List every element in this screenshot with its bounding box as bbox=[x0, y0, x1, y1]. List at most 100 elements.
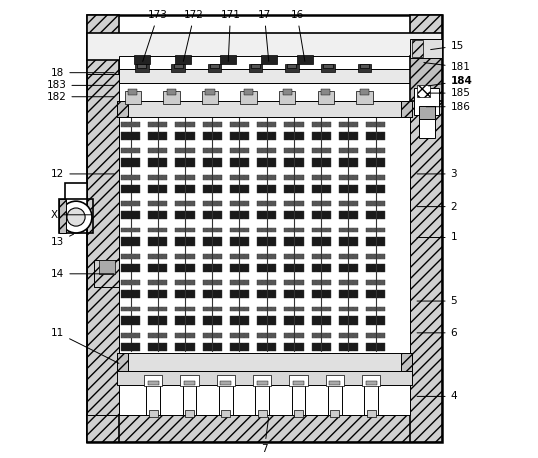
Bar bbox=[312, 343, 331, 351]
Bar bbox=[213, 158, 216, 167]
Bar bbox=[208, 122, 211, 127]
Bar bbox=[327, 306, 329, 311]
Bar bbox=[312, 316, 331, 325]
Bar bbox=[164, 185, 166, 193]
Bar bbox=[128, 88, 137, 95]
Bar bbox=[290, 280, 293, 285]
Bar bbox=[372, 122, 374, 127]
Bar bbox=[381, 201, 384, 206]
Bar bbox=[59, 199, 66, 233]
Bar bbox=[257, 381, 267, 385]
Text: 11: 11 bbox=[51, 328, 119, 363]
Bar bbox=[300, 238, 302, 245]
Bar bbox=[154, 290, 157, 298]
Bar bbox=[218, 211, 221, 219]
Bar bbox=[312, 238, 331, 245]
Bar bbox=[245, 264, 247, 272]
Bar bbox=[354, 238, 357, 245]
Bar bbox=[300, 254, 302, 259]
Bar bbox=[208, 185, 211, 193]
Bar bbox=[164, 228, 166, 233]
Bar bbox=[339, 343, 358, 351]
Bar bbox=[176, 132, 179, 140]
Bar bbox=[345, 228, 347, 233]
Bar bbox=[263, 343, 265, 351]
Bar bbox=[285, 238, 288, 245]
Bar bbox=[136, 211, 139, 219]
Text: 13: 13 bbox=[51, 234, 74, 247]
Bar bbox=[377, 290, 379, 298]
Bar bbox=[126, 290, 129, 298]
Bar bbox=[136, 333, 139, 338]
Bar bbox=[213, 306, 216, 311]
Bar bbox=[300, 185, 302, 193]
Bar bbox=[294, 410, 303, 417]
Text: 4: 4 bbox=[417, 392, 457, 401]
Bar bbox=[349, 122, 352, 127]
Bar bbox=[322, 175, 324, 180]
Bar bbox=[366, 228, 385, 233]
Bar bbox=[213, 122, 216, 127]
Bar bbox=[354, 316, 357, 325]
Bar bbox=[317, 201, 320, 206]
Bar bbox=[377, 132, 379, 140]
Bar bbox=[257, 316, 277, 325]
Bar bbox=[203, 238, 222, 245]
Bar bbox=[208, 201, 211, 206]
Bar bbox=[240, 343, 243, 351]
Bar bbox=[313, 175, 315, 180]
Bar bbox=[176, 122, 179, 127]
Bar bbox=[154, 228, 157, 233]
Bar bbox=[317, 158, 320, 167]
Bar bbox=[131, 306, 134, 311]
Bar bbox=[236, 148, 238, 153]
Bar bbox=[240, 148, 243, 153]
Bar bbox=[329, 381, 340, 385]
Bar bbox=[340, 228, 342, 233]
Bar bbox=[290, 306, 293, 311]
Bar bbox=[256, 385, 269, 414]
Bar bbox=[154, 333, 157, 338]
Bar bbox=[159, 211, 161, 219]
Bar bbox=[154, 316, 157, 325]
Bar bbox=[231, 316, 233, 325]
Bar bbox=[263, 306, 265, 311]
Bar bbox=[340, 343, 342, 351]
Bar bbox=[272, 264, 275, 272]
Bar bbox=[358, 64, 371, 72]
Bar bbox=[231, 185, 233, 193]
Bar bbox=[339, 280, 358, 285]
Bar bbox=[263, 122, 265, 127]
Bar bbox=[203, 211, 206, 219]
Bar bbox=[312, 228, 331, 233]
Bar bbox=[267, 333, 270, 338]
Bar bbox=[300, 333, 302, 338]
Bar bbox=[416, 85, 430, 97]
Bar bbox=[312, 201, 331, 206]
Bar bbox=[272, 238, 275, 245]
Bar bbox=[267, 201, 270, 206]
Bar bbox=[203, 175, 206, 180]
Text: 2: 2 bbox=[417, 202, 457, 212]
Bar bbox=[372, 254, 374, 259]
Bar bbox=[285, 290, 288, 298]
Bar bbox=[186, 185, 188, 193]
Bar bbox=[186, 238, 188, 245]
Bar bbox=[131, 122, 134, 127]
Bar bbox=[356, 91, 372, 104]
Bar bbox=[176, 306, 179, 311]
Bar bbox=[186, 316, 188, 325]
Bar bbox=[183, 385, 196, 414]
Bar bbox=[366, 264, 385, 272]
Bar bbox=[131, 148, 134, 153]
Bar bbox=[317, 132, 320, 140]
Bar bbox=[263, 148, 265, 153]
Bar bbox=[149, 280, 152, 285]
Bar bbox=[367, 132, 370, 140]
Bar bbox=[186, 254, 188, 259]
Bar bbox=[186, 148, 188, 153]
Bar bbox=[381, 343, 384, 351]
Bar bbox=[317, 333, 320, 338]
Bar bbox=[349, 316, 352, 325]
Bar bbox=[312, 132, 331, 140]
